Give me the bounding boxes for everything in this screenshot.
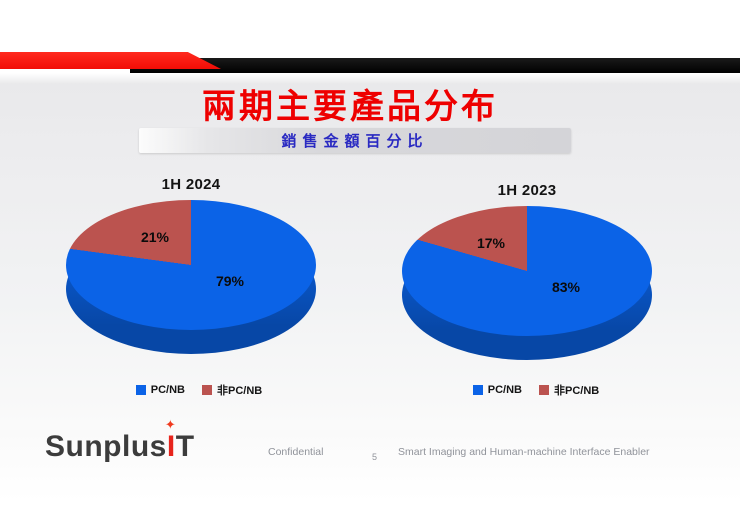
chart-1h2023: 1H 2023 17% 83% [402,182,652,366]
chart-1h2024: 1H 2024 21% 79% [66,176,316,360]
subtitle-text: 銷售金額百分比 [281,132,429,150]
chart-title-1h2023: 1H 2023 [497,182,557,199]
subtitle-banner: 銷售金額百分比 [139,128,571,153]
banner-black-bar [130,58,740,73]
footer-page-number: 5 [372,452,378,462]
chart-title-1h2024: 1H 2024 [161,176,221,193]
legend-item-pcnb: PC/NB [135,382,185,398]
legend-1h2024: PC/NB 非PC/NB [74,382,324,398]
pie-face-1h2023 [402,206,652,336]
pie-face-1h2024 [66,200,316,330]
legend-item-non-pcnb: 非PC/NB [202,382,262,398]
legend-1h2023: PC/NB 非PC/NB [411,382,661,398]
non-pcnb-swatch [202,385,212,395]
pcnb-swatch [472,385,483,395]
legend-label-pcnb: PC/NB [487,384,522,396]
pie-label-non-pcnb-2024: 21% [140,229,170,245]
legend-label-pcnb: PC/NB [150,384,185,396]
footer-tagline: Smart Imaging and Human-machine Interfac… [398,446,650,458]
pie-label-non-pcnb-2023: 17% [476,235,506,251]
legend-item-pcnb: PC/NB [472,382,522,398]
legend-label-non-pcnb: 非PC/NB [217,385,263,397]
pie-1h2024: 21% 79% [66,200,316,360]
banner-red-bar [0,52,221,69]
legend-item-non-pcnb: 非PC/NB [539,382,599,398]
pie-label-pcnb-2024: 79% [215,273,245,289]
page-title: 兩期主要產品分布 [202,87,498,127]
logo-part1: Sunplus [45,430,167,463]
legend-label-non-pcnb: 非PC/NB [554,385,600,397]
logo-accent-i: I ✦ [164,417,177,463]
footer-confidential: Confidential [268,446,324,458]
logo-spark-icon: ✦ [164,417,177,432]
logo-part2: T [175,430,195,463]
pie-label-pcnb-2023: 83% [551,279,581,295]
company-logo: SunplusI ✦ T [45,417,195,464]
pcnb-swatch [135,385,146,395]
non-pcnb-swatch [539,385,549,395]
pie-1h2023: 17% 83% [402,206,652,366]
